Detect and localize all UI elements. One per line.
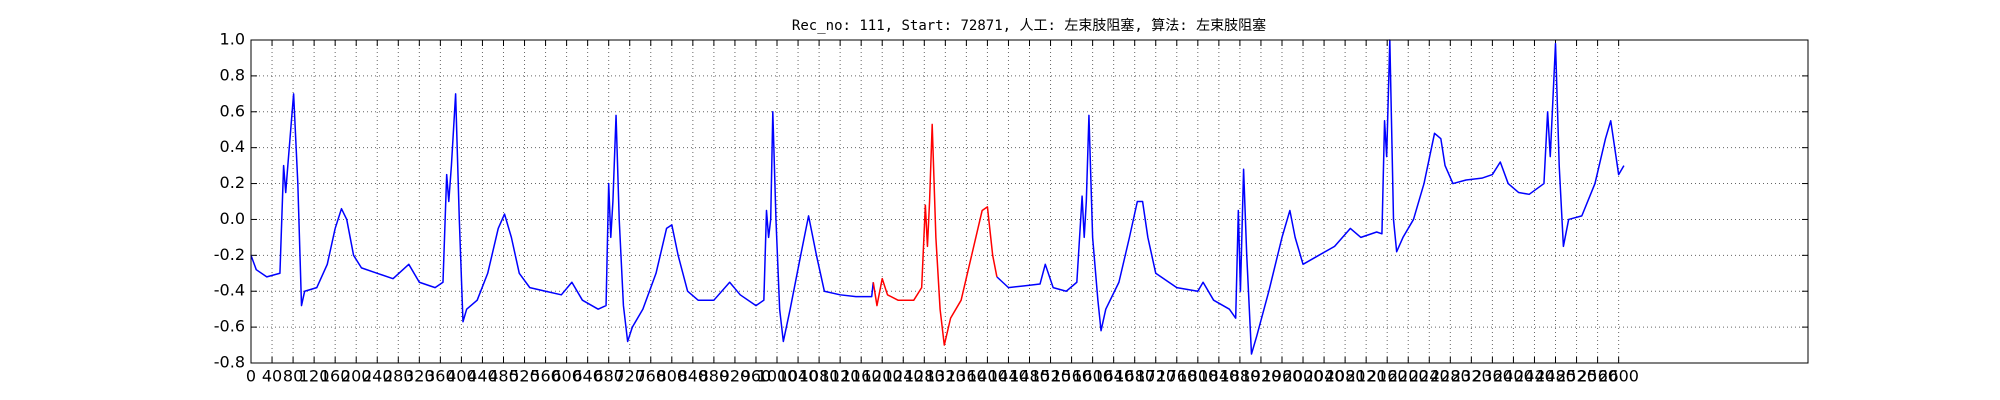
x-tick-label: 2160 <box>1367 367 1408 386</box>
x-tick-label: 2240 <box>1409 367 1450 386</box>
x-tick-label: 1840 <box>1199 367 1240 386</box>
x-tick-label: 1480 <box>1009 367 1050 386</box>
x-tick-label: 1040 <box>778 367 819 386</box>
x-tick-label: 1920 <box>1241 367 1282 386</box>
x-tick-label: 1960 <box>1262 367 1303 386</box>
y-tick-label: 0.2 <box>220 173 245 192</box>
chart-title: Rec_no: 111, Start: 72871, 人工: 左束肢阻塞, 算法… <box>792 17 1266 34</box>
y-tick-label: -0.4 <box>214 281 245 300</box>
x-tick-label: 2040 <box>1304 367 1345 386</box>
x-tick-label: 1720 <box>1135 367 1176 386</box>
y-tick-label: -0.8 <box>214 353 245 372</box>
ecg-line <box>872 123 998 346</box>
y-tick-label: 0.4 <box>220 137 245 156</box>
x-tick-label: 1640 <box>1093 367 1134 386</box>
x-tick-label: 1800 <box>1177 367 1218 386</box>
x-tick-label: 560 <box>530 367 561 386</box>
x-tick-label: 1600 <box>1072 367 1113 386</box>
x-tick-label: 2560 <box>1577 367 1618 386</box>
x-tick-label: 680 <box>593 367 624 386</box>
x-tick-label: 760 <box>635 367 666 386</box>
x-tick-label: 120 <box>299 367 330 386</box>
y-tick-label: -0.2 <box>214 245 245 264</box>
x-tick-label: 80 <box>283 367 303 386</box>
x-tick-label: 1760 <box>1156 367 1197 386</box>
x-tick-label: 480 <box>488 367 519 386</box>
x-tick-label: 840 <box>678 367 709 386</box>
x-tick-label: 2080 <box>1325 367 1366 386</box>
x-tick-label: 960 <box>741 367 772 386</box>
y-tick-label: -0.6 <box>214 317 245 336</box>
y-tick-label: 1.0 <box>220 30 245 49</box>
plot-frame <box>250 39 1809 364</box>
y-tick-label: 0.0 <box>220 209 245 228</box>
x-tick-label: 280 <box>383 367 414 386</box>
x-tick-label: 2200 <box>1388 367 1429 386</box>
x-tick-label: 0 <box>246 367 256 386</box>
x-tick-label: 720 <box>614 367 645 386</box>
x-tick-label: 1400 <box>967 367 1008 386</box>
x-tick-label: 920 <box>720 367 751 386</box>
x-tick-label: 2120 <box>1346 367 1387 386</box>
x-tick-label: 600 <box>551 367 582 386</box>
ecg-line <box>250 39 1625 355</box>
x-tick-label: 520 <box>509 367 540 386</box>
x-tick-label: 880 <box>699 367 730 386</box>
x-tick-label: 1280 <box>904 367 945 386</box>
x-tick-label: 2520 <box>1556 367 1597 386</box>
x-tick-label: 1320 <box>925 367 966 386</box>
x-tick-label: 1560 <box>1051 367 1092 386</box>
x-tick-label: 2360 <box>1472 367 1513 386</box>
x-tick-label: 1240 <box>883 367 924 386</box>
y-tick-label: 0.8 <box>220 65 245 84</box>
x-tick-label: 2600 <box>1598 367 1639 386</box>
x-tick-label: 360 <box>425 367 456 386</box>
x-tick-label: 1080 <box>799 367 840 386</box>
x-tick-label: 1880 <box>1220 367 1261 386</box>
x-tick-label: 1440 <box>988 367 1029 386</box>
x-tick-label: 1680 <box>1114 367 1155 386</box>
x-tick-label: 640 <box>572 367 603 386</box>
x-tick-label: 240 <box>362 367 393 386</box>
x-tick-label: 800 <box>657 367 688 386</box>
x-tick-label: 2000 <box>1283 367 1324 386</box>
x-tick-label: 1120 <box>820 367 861 386</box>
x-tick-label: 2400 <box>1493 367 1534 386</box>
y-tick-label: 0.6 <box>220 101 245 120</box>
x-tick-label: 160 <box>320 367 351 386</box>
x-tick-label: 320 <box>404 367 435 386</box>
x-tick-label: 1520 <box>1030 367 1071 386</box>
x-tick-label: 2320 <box>1451 367 1492 386</box>
x-tick-label: 1160 <box>841 367 882 386</box>
x-tick-label: 200 <box>341 367 372 386</box>
x-tick-label: 1000 <box>757 367 798 386</box>
x-tick-label: 440 <box>467 367 498 386</box>
x-tick-label: 2280 <box>1430 367 1471 386</box>
x-tick-label: 1360 <box>946 367 987 386</box>
x-tick-label: 2480 <box>1535 367 1576 386</box>
x-tick-label: 1200 <box>862 367 903 386</box>
x-tick-label: 40 <box>262 367 282 386</box>
x-tick-label: 400 <box>446 367 477 386</box>
x-tick-label: 2440 <box>1514 367 1555 386</box>
